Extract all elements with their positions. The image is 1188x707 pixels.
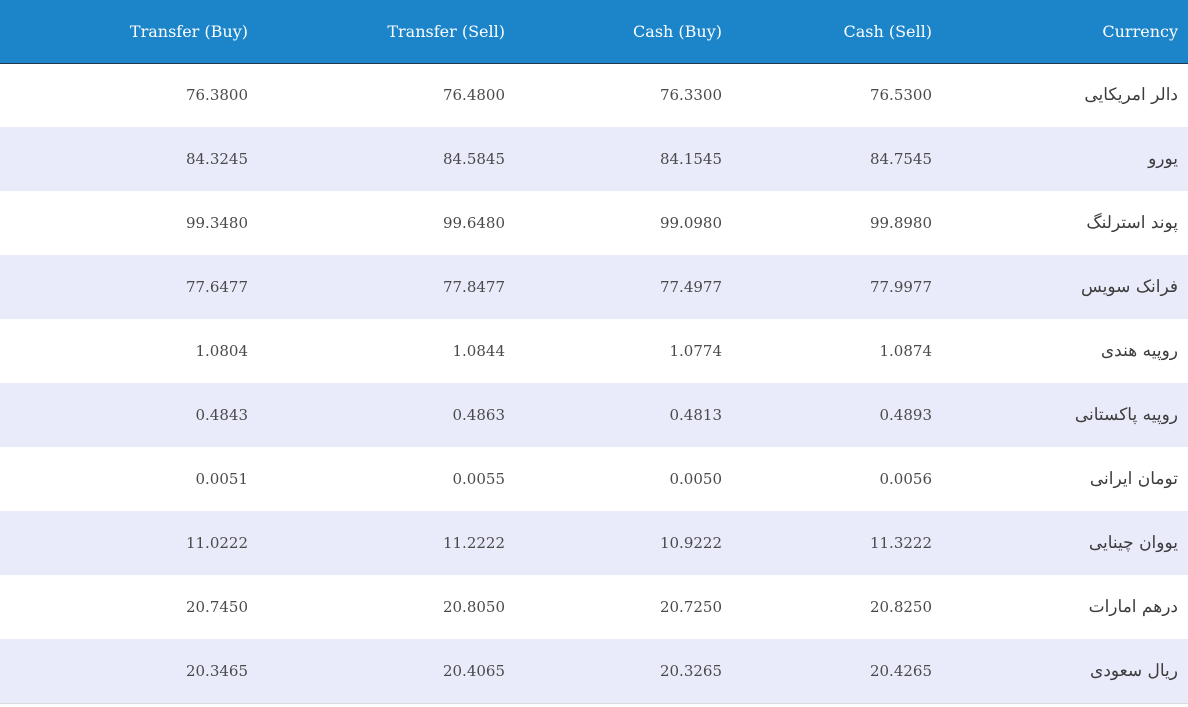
table-row: 76.3800 76.4800 76.3300 76.5300 دالر امریکای… <box>0 63 1188 127</box>
header-row: Transfer (Buy) Transfer (Sell) Cash (Buy… <box>0 0 1188 64</box>
cell-cash-sell: 99.8980 <box>869 214 932 232</box>
cell-transfer-buy: 76.3800 <box>185 86 248 105</box>
table-header: Transfer (Buy) Transfer (Sell) Cash (Buy… <box>0 0 1188 64</box>
cell-currency-name: دالر امریکایی <box>1084 85 1178 106</box>
cell-cash-buy: 77.4977 <box>659 278 722 296</box>
cell-transfer-sell: 76.4800 <box>442 86 505 105</box>
cell-cash-buy: 20.3265 <box>659 661 722 680</box>
header-transfer-sell: Transfer (Sell) <box>258 0 515 64</box>
cell-cash-sell: 84.7545 <box>869 150 932 168</box>
cell-cash-buy: 0.0050 <box>669 470 723 488</box>
table-row: 84.3245 84.5845 84.1545 84.7545 یورو <box>0 127 1188 191</box>
table-row: 77.6477 77.8477 77.4977 77.9977 فرانک سویس <box>0 255 1188 319</box>
table-row: 20.7450 20.8050 20.7250 20.8250 درهم امارات <box>0 575 1188 639</box>
cell-cash-sell: 76.5300 <box>869 86 932 105</box>
cell-currency-name: فرانک سویس <box>1080 277 1178 297</box>
cell-transfer-buy: 20.7450 <box>185 598 248 616</box>
cell-cash-buy: 76.3300 <box>659 86 722 105</box>
table-row: 0.0051 0.0055 0.0050 0.0056 تومان ایرانی <box>0 447 1188 511</box>
cell-transfer-buy: 0.0051 <box>195 470 249 488</box>
cell-cash-buy: 1.0774 <box>669 342 723 360</box>
cell-transfer-sell: 0.0055 <box>452 470 506 488</box>
cell-currency-name: ریال سعودی <box>1090 660 1178 681</box>
cell-transfer-buy: 84.3245 <box>185 150 248 168</box>
table-body: 76.3800 76.4800 76.3300 76.5300 دالر امریکای… <box>0 63 1188 703</box>
cell-transfer-buy: 1.0804 <box>195 342 249 360</box>
header-transfer-buy: Transfer (Buy) <box>0 0 258 64</box>
cell-cash-sell: 77.9977 <box>869 278 932 296</box>
cell-transfer-buy: 0.4843 <box>195 406 249 424</box>
cell-transfer-sell: 20.4065 <box>442 661 505 680</box>
cell-cash-buy: 10.9222 <box>659 534 722 552</box>
header-currency: Currency <box>942 0 1188 64</box>
cell-currency-name: تومان ایرانی <box>1089 469 1178 489</box>
cell-transfer-sell: 11.2222 <box>442 534 505 552</box>
cell-currency-name: یورو <box>1148 149 1178 169</box>
cell-currency-name: درهم امارات <box>1088 597 1178 617</box>
cell-cash-sell: 0.0056 <box>879 470 933 488</box>
table-row: 20.3465 20.4065 20.3265 20.4265 ریال سعودی <box>0 639 1188 703</box>
cell-cash-buy: 84.1545 <box>659 150 722 168</box>
cell-currency-name: یووان چینایی <box>1088 533 1178 553</box>
cell-transfer-buy: 77.6477 <box>185 278 248 296</box>
header-cash-buy: Cash (Buy) <box>515 0 732 64</box>
cell-currency-name: پوند استرلنگ <box>1086 213 1178 233</box>
cell-transfer-sell: 99.6480 <box>442 214 505 232</box>
cell-cash-sell: 1.0874 <box>879 342 933 360</box>
cell-transfer-sell: 77.8477 <box>442 278 505 296</box>
cell-transfer-sell: 1.0844 <box>452 342 506 360</box>
header-cash-sell: Cash (Sell) <box>732 0 942 64</box>
cell-transfer-sell: 0.4863 <box>452 406 506 424</box>
cell-cash-buy: 20.7250 <box>659 598 722 616</box>
cell-cash-buy: 99.0980 <box>659 214 722 232</box>
cell-cash-sell: 0.4893 <box>879 406 933 424</box>
cell-transfer-buy: 11.0222 <box>185 534 248 552</box>
table-row: 1.0804 1.0844 1.0774 1.0874 روپیه هندی <box>0 319 1188 383</box>
cell-transfer-buy: 20.3465 <box>185 661 248 680</box>
cell-cash-sell: 11.3222 <box>869 534 932 552</box>
cell-cash-sell: 20.8250 <box>869 598 932 616</box>
cell-transfer-buy: 99.3480 <box>185 214 248 232</box>
table-row: 99.3480 99.6480 99.0980 99.8980 پوند استرلنگ <box>0 191 1188 255</box>
cell-transfer-sell: 84.5845 <box>442 150 505 168</box>
cell-cash-sell: 20.4265 <box>869 661 932 680</box>
cell-cash-buy: 0.4813 <box>669 406 723 424</box>
table-row: 0.4843 0.4863 0.4813 0.4893 روپیه پاکستانی <box>0 383 1188 447</box>
table-row: 11.0222 11.2222 10.9222 11.3222 یووان چینایی <box>0 511 1188 575</box>
cell-currency-name: روپیه هندی <box>1100 341 1178 361</box>
cell-transfer-sell: 20.8050 <box>442 598 505 616</box>
cell-currency-name: روپیه پاکستانی <box>1074 405 1178 425</box>
